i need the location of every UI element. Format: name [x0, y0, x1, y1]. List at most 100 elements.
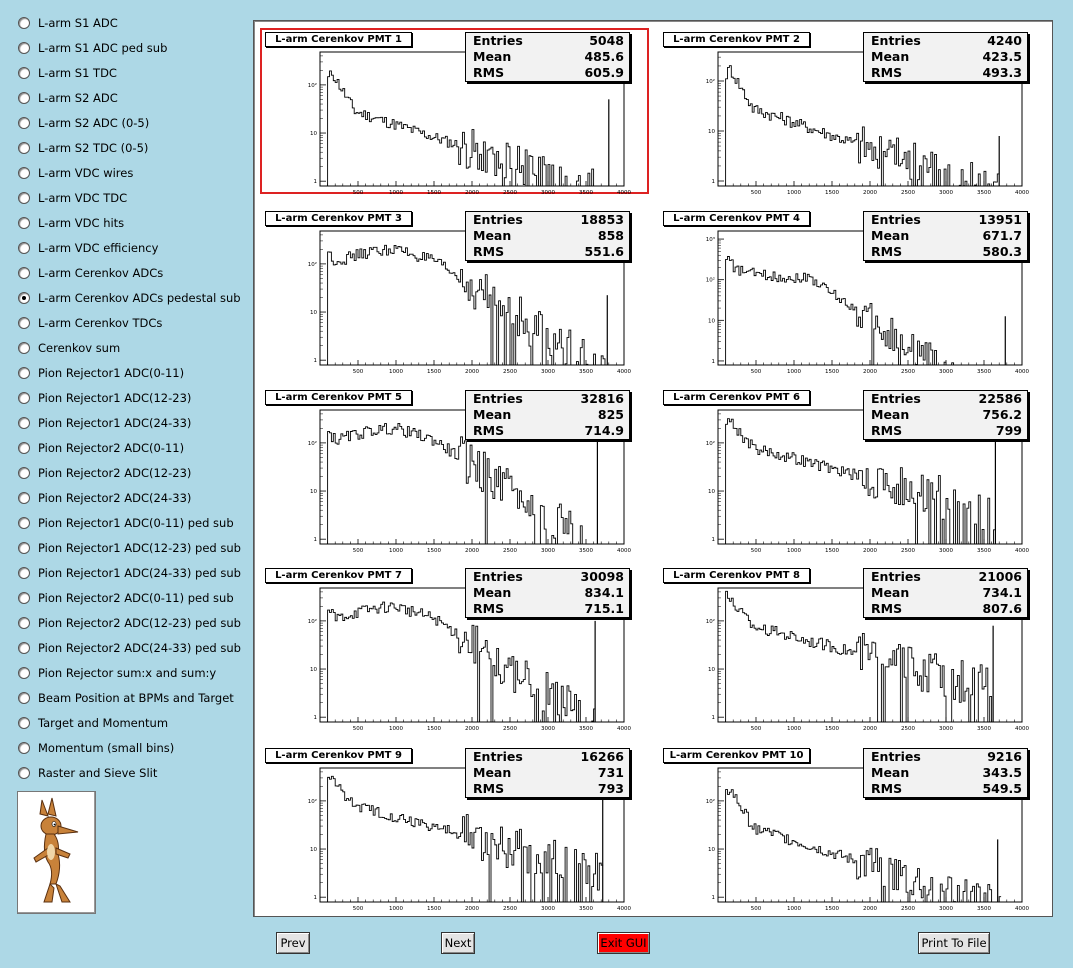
stats-label: RMS [473, 65, 505, 80]
radio-unchecked-icon[interactable] [18, 142, 30, 154]
stats-label: Entries [871, 749, 921, 764]
menu-item-label: Pion Rejector2 ADC(24-33) ped sub [38, 641, 241, 655]
radio-unchecked-icon[interactable] [18, 367, 30, 379]
menu-item[interactable]: Beam Position at BPMs and Target [18, 688, 234, 708]
menu-item[interactable]: L-arm VDC hits [18, 213, 124, 233]
histogram-pad[interactable]: 500 1000 1500 2000 2500 3000 3500 4000 1 10 10² L-a… [262, 388, 647, 554]
menu-item[interactable]: L-arm Cerenkov TDCs [18, 313, 162, 333]
menu-item[interactable]: L-arm S2 ADC (0-5) [18, 113, 149, 133]
radio-unchecked-icon[interactable] [18, 642, 30, 654]
menu-item[interactable]: L-arm S1 ADC [18, 13, 118, 33]
radio-unchecked-icon[interactable] [18, 667, 30, 679]
menu-item[interactable]: L-arm VDC efficiency [18, 238, 158, 258]
exit-gui-button[interactable]: Exit GUI [597, 932, 650, 954]
menu-item[interactable]: Pion Rejector2 ADC(0-11) ped sub [18, 588, 234, 608]
histogram-pad[interactable]: 500 1000 1500 2000 2500 3000 3500 4000 1 10 10² L-a… [660, 566, 1045, 732]
next-button[interactable]: Next [441, 932, 475, 954]
radio-unchecked-icon[interactable] [18, 417, 30, 429]
stats-label: Entries [871, 212, 921, 227]
histogram-pad[interactable]: 500 1000 1500 2000 2500 3000 3500 4000 1 10 10² L-a… [660, 388, 1045, 554]
menu-item[interactable]: L-arm Cerenkov ADCs [18, 263, 163, 283]
menu-item[interactable]: Raster and Sieve Slit [18, 763, 157, 783]
stats-row-mean: Mean 343.5 [864, 765, 1027, 781]
plot-title: L-arm Cerenkov PMT 7 [265, 568, 412, 583]
y-tick-label: 10 [708, 318, 715, 324]
x-tick-label: 500 [751, 548, 762, 554]
radio-unchecked-icon[interactable] [18, 742, 30, 754]
stats-row-rms: RMS 551.6 [466, 244, 629, 260]
prev-button[interactable]: Prev [276, 932, 310, 954]
menu-item[interactable]: Pion Rejector1 ADC(24-33) ped sub [18, 563, 241, 583]
histogram-pad[interactable]: 500 1000 1500 2000 2500 3000 3500 4000 1 10 10² L-a… [262, 746, 647, 912]
radio-checked-icon[interactable] [18, 292, 30, 304]
histogram-pad[interactable]: 500 1000 1500 2000 2500 3000 3500 4000 1 10 10² L-a… [262, 209, 647, 375]
stats-row-entries: Entries 13951 [864, 212, 1027, 228]
histogram-pad[interactable]: 500 1000 1500 2000 2500 3000 3500 4000 1 10 10² L-a… [260, 28, 649, 196]
menu-item[interactable]: Pion Rejector2 ADC(12-23) [18, 463, 191, 483]
menu-item[interactable]: Pion Rejector2 ADC(0-11) [18, 438, 184, 458]
radio-unchecked-icon[interactable] [18, 467, 30, 479]
x-tick-label: 4000 [617, 906, 631, 912]
menu-item[interactable]: L-arm Cerenkov ADCs pedestal sub [18, 288, 241, 308]
menu-item[interactable]: Pion Rejector sum:x and sum:y [18, 663, 216, 683]
radio-unchecked-icon[interactable] [18, 542, 30, 554]
y-tick-label: 10² [308, 440, 317, 447]
menu-item[interactable]: L-arm VDC TDC [18, 188, 127, 208]
menu-item[interactable]: L-arm S1 TDC [18, 63, 117, 83]
stats-row-rms: RMS 714.9 [466, 423, 629, 439]
radio-unchecked-icon[interactable] [18, 717, 30, 729]
x-tick-label: 2500 [901, 726, 915, 732]
radio-unchecked-icon[interactable] [18, 167, 30, 179]
radio-unchecked-icon[interactable] [18, 317, 30, 329]
menu-item[interactable]: L-arm VDC wires [18, 163, 133, 183]
histogram-pad[interactable]: 500 1000 1500 2000 2500 3000 3500 4000 1 10 10² L-a… [262, 566, 647, 732]
histogram-pad[interactable]: 500 1000 1500 2000 2500 3000 3500 4000 1 10 10² L-a… [660, 30, 1045, 196]
radio-unchecked-icon[interactable] [18, 17, 30, 29]
radio-unchecked-icon[interactable] [18, 442, 30, 454]
x-tick-label: 1500 [427, 906, 441, 912]
menu-item-label: Pion Rejector1 ADC(12-23) [38, 391, 192, 405]
print-to-file-button[interactable]: Print To File [918, 932, 990, 954]
radio-unchecked-icon[interactable] [18, 267, 30, 279]
menu-item[interactable]: Pion Rejector2 ADC(24-33) ped sub [18, 638, 241, 658]
histogram-pad[interactable]: 500 1000 1500 2000 2500 3000 3500 4000 1 10 10² L-a… [660, 746, 1045, 912]
radio-unchecked-icon[interactable] [18, 617, 30, 629]
menu-item[interactable]: L-arm S2 TDC (0-5) [18, 138, 148, 158]
x-tick-label: 2000 [863, 726, 877, 732]
menu-item[interactable]: Pion Rejector1 ADC(12-23) ped sub [18, 538, 241, 558]
radio-unchecked-icon[interactable] [18, 217, 30, 229]
radio-unchecked-icon[interactable] [18, 392, 30, 404]
radio-unchecked-icon[interactable] [18, 192, 30, 204]
radio-unchecked-icon[interactable] [18, 342, 30, 354]
radio-unchecked-icon[interactable] [18, 517, 30, 529]
stats-row-mean: Mean 756.2 [864, 407, 1027, 423]
histogram-pad[interactable]: 500 1000 1500 2000 2500 3000 3500 4000 1 10 10² 10³… [660, 209, 1045, 375]
radio-unchecked-icon[interactable] [18, 592, 30, 604]
menu-item[interactable]: Target and Momentum [18, 713, 168, 733]
x-tick-label: 1500 [825, 906, 839, 912]
x-tick-label: 2500 [503, 190, 517, 196]
radio-unchecked-icon[interactable] [18, 42, 30, 54]
menu-item[interactable]: Pion Rejector2 ADC(24-33) [18, 488, 191, 508]
menu-item[interactable]: Cerenkov sum [18, 338, 120, 358]
menu-item[interactable]: L-arm S1 ADC ped sub [18, 38, 167, 58]
menu-item[interactable]: Pion Rejector1 ADC(0-11) ped sub [18, 513, 234, 533]
stats-value: 834.1 [584, 585, 624, 600]
menu-item[interactable]: Pion Rejector1 ADC(12-23) [18, 388, 191, 408]
menu-item[interactable]: Pion Rejector1 ADC(24-33) [18, 413, 191, 433]
menu-item[interactable]: Pion Rejector1 ADC(0-11) [18, 363, 184, 383]
radio-unchecked-icon[interactable] [18, 117, 30, 129]
radio-unchecked-icon[interactable] [18, 492, 30, 504]
radio-unchecked-icon[interactable] [18, 67, 30, 79]
menu-item[interactable]: L-arm S2 ADC [18, 88, 118, 108]
menu-item[interactable]: Pion Rejector2 ADC(12-23) ped sub [18, 613, 241, 633]
radio-unchecked-icon[interactable] [18, 767, 30, 779]
stats-label: Entries [473, 391, 523, 406]
y-tick-label: 10 [708, 129, 715, 135]
radio-unchecked-icon[interactable] [18, 242, 30, 254]
x-tick-label: 3500 [579, 726, 593, 732]
radio-unchecked-icon[interactable] [18, 692, 30, 704]
menu-item[interactable]: Momentum (small bins) [18, 738, 174, 758]
radio-unchecked-icon[interactable] [18, 92, 30, 104]
radio-unchecked-icon[interactable] [18, 567, 30, 579]
